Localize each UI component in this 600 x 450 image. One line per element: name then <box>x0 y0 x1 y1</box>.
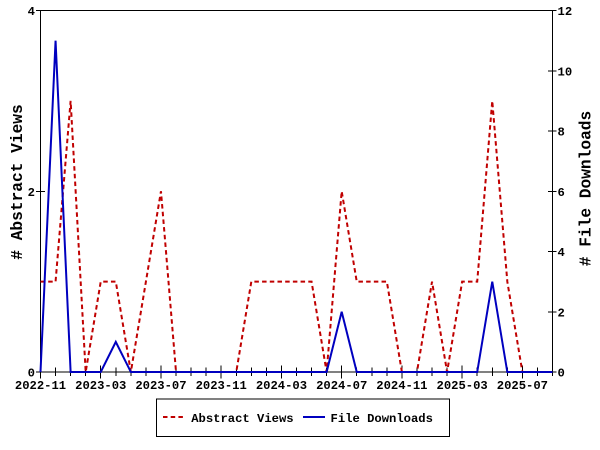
svg-text:2024-03: 2024-03 <box>256 379 307 393</box>
svg-text:4: 4 <box>558 246 565 260</box>
svg-text:10: 10 <box>558 65 573 79</box>
svg-text:0: 0 <box>28 367 35 381</box>
svg-text:4: 4 <box>28 5 35 19</box>
svg-text:2023-07: 2023-07 <box>135 379 186 393</box>
svg-text:# Abstract Views: # Abstract Views <box>9 104 27 259</box>
svg-text:0: 0 <box>558 367 565 381</box>
svg-text:2: 2 <box>28 186 35 200</box>
svg-text:6: 6 <box>558 186 565 200</box>
svg-text:2025-07: 2025-07 <box>497 379 548 393</box>
svg-text:2024-07: 2024-07 <box>316 379 367 393</box>
svg-text:2022-11: 2022-11 <box>15 379 66 393</box>
svg-text:File Downloads: File Downloads <box>331 412 433 426</box>
svg-text:2: 2 <box>558 306 565 320</box>
svg-text:Abstract Views: Abstract Views <box>191 412 293 426</box>
svg-text:2024-11: 2024-11 <box>376 379 427 393</box>
svg-text:2023-03: 2023-03 <box>75 379 126 393</box>
svg-text:8: 8 <box>558 126 565 140</box>
svg-text:12: 12 <box>558 5 573 19</box>
svg-text:2025-03: 2025-03 <box>437 379 488 393</box>
svg-text:# File Downloads: # File Downloads <box>578 111 596 266</box>
svg-text:2023-11: 2023-11 <box>196 379 247 393</box>
